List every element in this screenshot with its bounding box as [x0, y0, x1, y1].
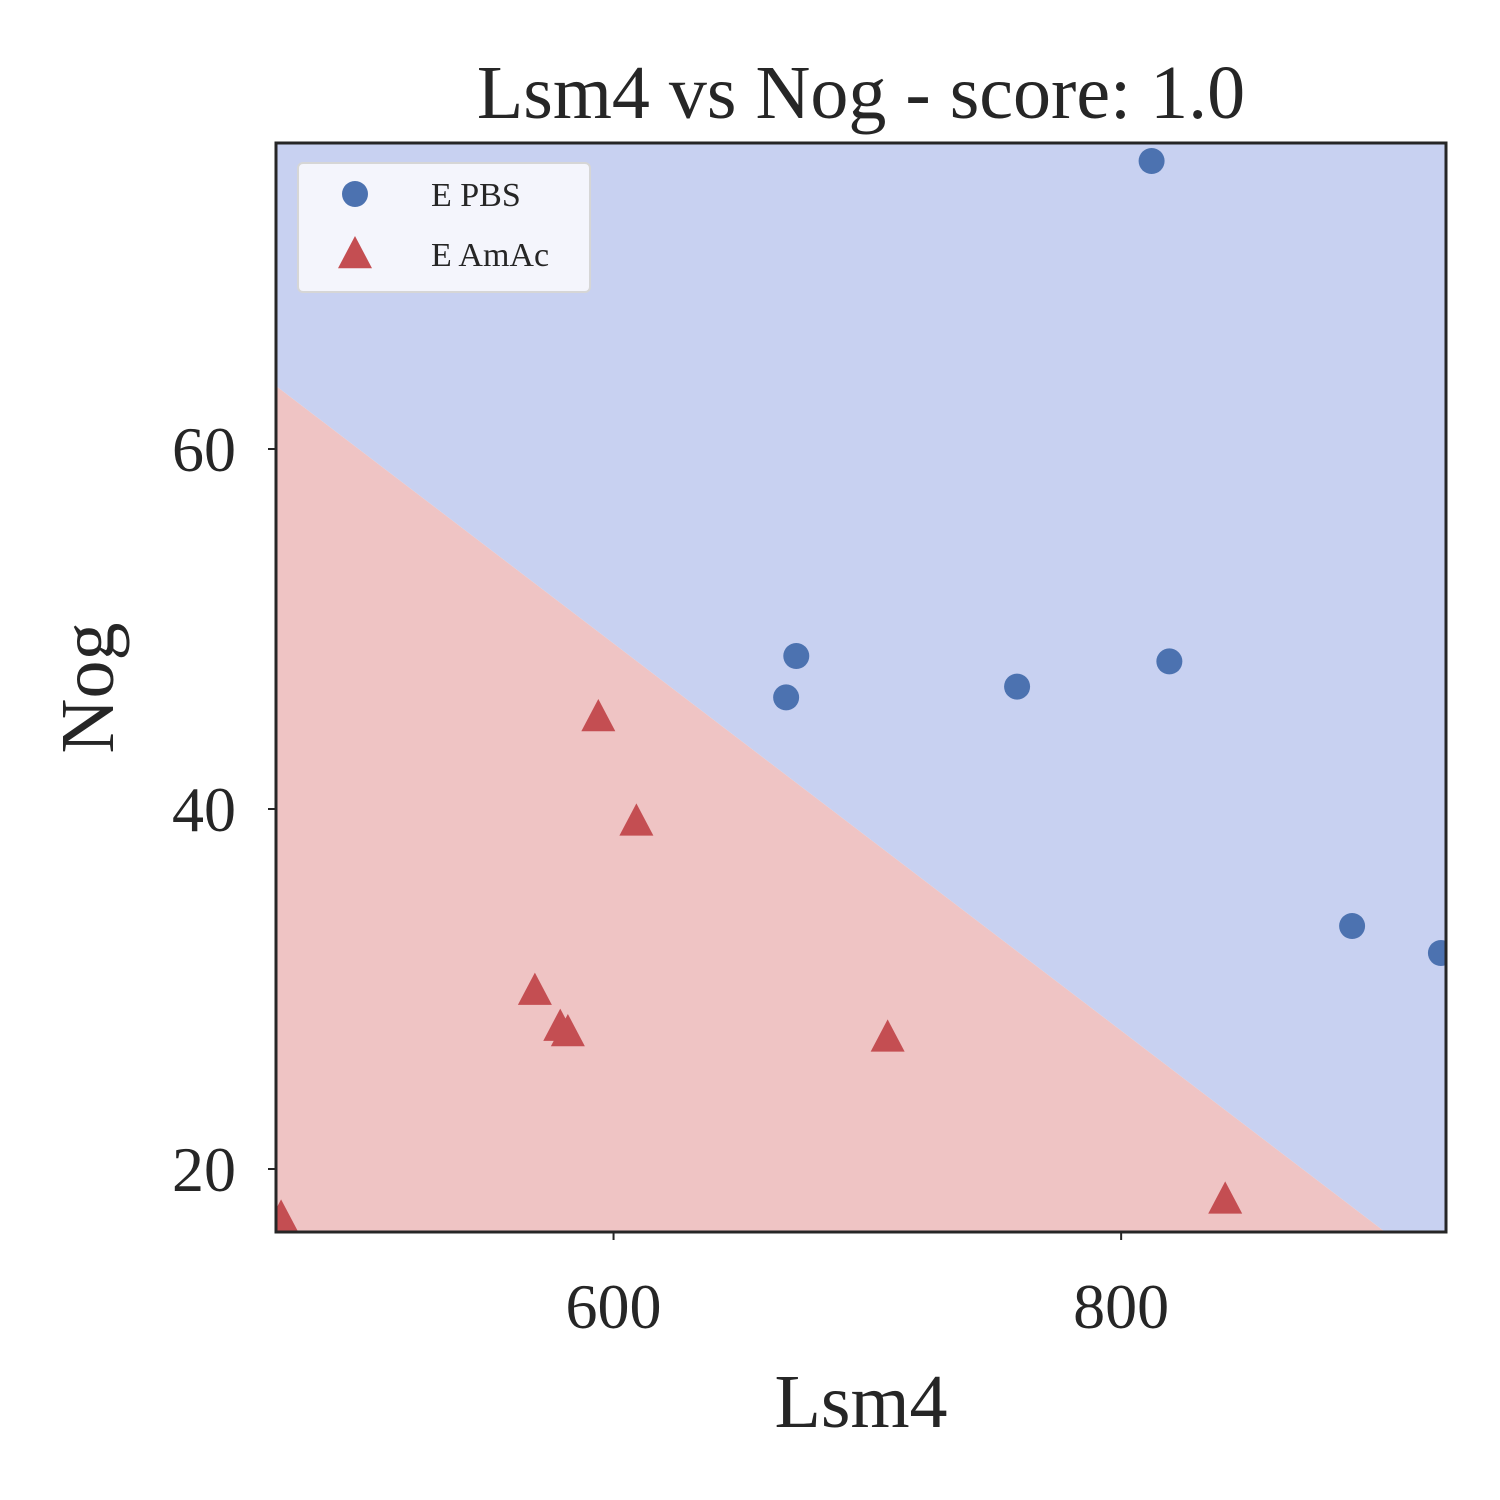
- y-tick-label: 40: [172, 774, 236, 845]
- point-epbs: [1339, 913, 1366, 939]
- y-tick-label: 60: [172, 414, 236, 485]
- legend: E PBS E AmAc: [297, 162, 591, 293]
- point-eamac: [517, 972, 552, 1005]
- point-epbs: [1138, 148, 1165, 174]
- x-tick-label: 800: [1073, 1271, 1169, 1342]
- decision-region-upper: [276, 143, 1446, 1232]
- point-epbs: [1004, 673, 1031, 700]
- y-tick-label: 20: [172, 1134, 236, 1205]
- legend-label: E PBS: [431, 177, 521, 214]
- point-eamac: [619, 803, 654, 836]
- point-epbs: [773, 684, 800, 711]
- legend-item: E AmAc: [338, 235, 549, 274]
- legend-marker-triangle: [338, 235, 372, 269]
- plot-area: [276, 143, 1446, 1232]
- point-epbs: [1156, 648, 1183, 675]
- point-eamac: [1208, 1181, 1243, 1214]
- point-eamac: [550, 1013, 585, 1047]
- legend-label: E AmAc: [431, 237, 549, 274]
- plot-frame: [274, 141, 1448, 1234]
- data-points: [276, 148, 1446, 1232]
- legend-box: [297, 162, 591, 293]
- point-eamac: [276, 1199, 299, 1232]
- x-axis-label: Lsm4: [774, 1360, 947, 1444]
- decision-region-lower: [276, 386, 1386, 1232]
- x-axis-ticks: 600 800: [566, 1232, 1169, 1342]
- point-eamac: [581, 698, 616, 732]
- point-eamac: [870, 1019, 905, 1052]
- legend-item: E PBS: [342, 177, 521, 214]
- y-axis-ticks: 20 40 60: [172, 414, 276, 1205]
- y-axis-label: Nog: [46, 623, 130, 754]
- point-epbs: [1427, 940, 1446, 966]
- legend-marker-circle: [342, 181, 368, 207]
- x-tick-label: 600: [566, 1271, 662, 1342]
- chart-title: Lsm4 vs Nog - score: 1.0: [477, 51, 1245, 135]
- point-epbs: [783, 643, 810, 669]
